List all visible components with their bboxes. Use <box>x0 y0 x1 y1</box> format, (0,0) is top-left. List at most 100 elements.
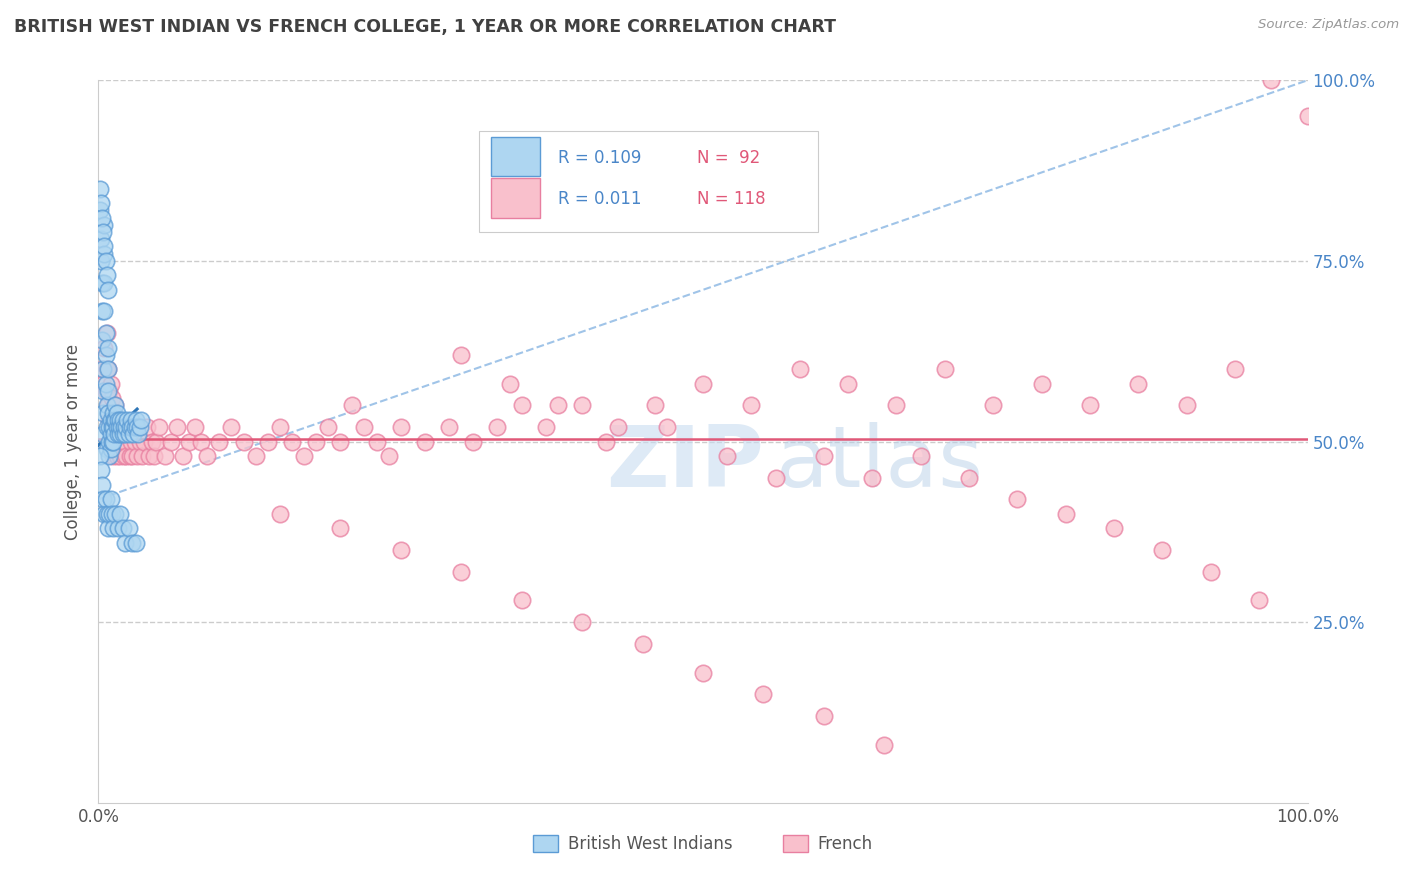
Point <box>98 434 121 449</box>
Point <box>143 449 166 463</box>
Point <box>281 434 304 449</box>
Point <box>184 420 207 434</box>
Point <box>256 434 278 449</box>
Point <box>110 420 132 434</box>
Point <box>269 507 291 521</box>
Point <box>94 253 117 268</box>
Point <box>114 535 136 549</box>
Point <box>127 449 149 463</box>
Point <box>107 420 129 434</box>
Point <box>98 420 121 434</box>
Point <box>91 276 114 290</box>
Point <box>789 362 811 376</box>
Text: Source: ZipAtlas.com: Source: ZipAtlas.com <box>1258 18 1399 31</box>
Point <box>981 398 1004 412</box>
Point <box>134 434 156 449</box>
Text: R = 0.011: R = 0.011 <box>558 191 641 209</box>
Point <box>1054 507 1077 521</box>
Point <box>108 507 131 521</box>
Point <box>100 413 122 427</box>
Point <box>93 218 115 232</box>
Point <box>97 362 120 376</box>
Point <box>108 427 131 442</box>
Point <box>97 406 120 420</box>
Point <box>692 665 714 680</box>
Point <box>131 449 153 463</box>
Point <box>118 420 141 434</box>
Point <box>120 434 142 449</box>
Point <box>377 449 399 463</box>
Point <box>166 420 188 434</box>
Point <box>595 434 617 449</box>
Y-axis label: College, 1 year or more: College, 1 year or more <box>65 343 83 540</box>
Point <box>141 434 163 449</box>
Point <box>120 413 142 427</box>
Point <box>112 449 135 463</box>
Point <box>463 434 485 449</box>
Point <box>104 413 127 427</box>
Point <box>765 470 787 484</box>
Point <box>105 420 128 434</box>
Point <box>93 304 115 318</box>
Point <box>111 413 134 427</box>
Point <box>389 542 412 557</box>
Point <box>90 253 112 268</box>
Point <box>366 434 388 449</box>
Point <box>91 211 114 225</box>
Point <box>111 521 134 535</box>
Point <box>91 384 114 398</box>
Point <box>607 420 630 434</box>
Point <box>93 276 115 290</box>
Point <box>94 384 117 398</box>
Point <box>232 434 254 449</box>
Point <box>208 434 231 449</box>
Point <box>413 434 436 449</box>
Point <box>97 384 120 398</box>
Point <box>190 434 212 449</box>
Point <box>957 470 980 484</box>
Point <box>100 420 122 434</box>
Point <box>1152 542 1174 557</box>
Point <box>245 449 267 463</box>
Point <box>93 239 115 253</box>
Point <box>486 420 509 434</box>
Point <box>534 420 557 434</box>
Point <box>122 427 145 442</box>
Point <box>813 709 835 723</box>
Point <box>813 449 835 463</box>
Text: BRITISH WEST INDIAN VS FRENCH COLLEGE, 1 YEAR OR MORE CORRELATION CHART: BRITISH WEST INDIAN VS FRENCH COLLEGE, 1… <box>14 18 837 36</box>
FancyBboxPatch shape <box>492 178 540 218</box>
Point <box>316 420 339 434</box>
Point <box>97 521 120 535</box>
Point <box>128 420 150 434</box>
Point <box>160 434 183 449</box>
Point <box>103 420 125 434</box>
Point <box>153 449 176 463</box>
Point <box>125 535 148 549</box>
Point <box>114 427 136 442</box>
Point <box>96 420 118 434</box>
Point <box>389 420 412 434</box>
Point <box>94 376 117 391</box>
Point <box>571 398 593 412</box>
Point <box>110 420 132 434</box>
Point <box>873 738 896 752</box>
Point <box>1031 376 1053 391</box>
Point <box>91 225 114 239</box>
Point <box>93 341 115 355</box>
Point <box>96 362 118 376</box>
Point <box>886 398 908 412</box>
Point <box>101 521 124 535</box>
Point <box>860 470 883 484</box>
Point <box>127 420 149 434</box>
Point <box>1260 73 1282 87</box>
Point <box>91 334 114 348</box>
Point <box>100 427 122 442</box>
Point <box>100 413 122 427</box>
Point <box>100 434 122 449</box>
Point <box>104 398 127 412</box>
Point <box>121 535 143 549</box>
Point <box>100 507 122 521</box>
Point <box>96 268 118 283</box>
Point <box>117 413 139 427</box>
